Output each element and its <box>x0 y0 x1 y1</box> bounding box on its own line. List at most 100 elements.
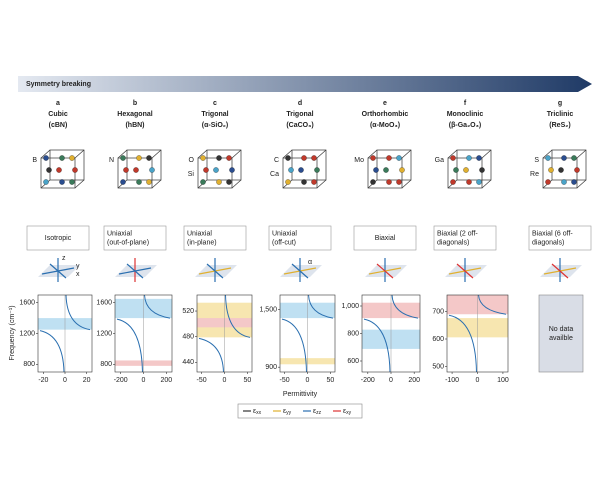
atom <box>229 167 235 173</box>
anisotropy-label: (off-cut) <box>272 239 296 246</box>
cell-edge <box>401 179 412 189</box>
icon-axis-label: z <box>62 255 66 262</box>
atom <box>311 155 317 161</box>
formula: (α-MoO₃) <box>370 122 400 129</box>
legend-label: εxy <box>343 408 352 416</box>
x-tick-label: 0 <box>63 377 67 384</box>
angle-label: α <box>308 259 312 266</box>
legend-label: εyy <box>283 408 292 416</box>
atom <box>56 167 62 173</box>
cell-edge <box>117 149 128 159</box>
y-tick-label: 700 <box>432 308 444 315</box>
no-data-label: availble <box>549 335 573 342</box>
atom <box>146 155 152 161</box>
atom <box>450 155 456 161</box>
x-tick-label: 0 <box>223 377 227 384</box>
atom-label: S <box>534 157 539 164</box>
atom <box>561 155 567 161</box>
panel-letter: b <box>133 100 137 107</box>
crystal-system: Monoclinic <box>447 111 484 118</box>
cell-edge <box>481 179 492 189</box>
y-tick-label: 520 <box>182 308 194 315</box>
atom <box>69 155 75 161</box>
atom <box>200 155 206 161</box>
y-tick-label: 800 <box>347 330 359 337</box>
legend-sub: xx <box>256 410 262 416</box>
panel-letter: g <box>558 100 562 107</box>
arrow-label: Symmetry breaking <box>26 81 91 88</box>
cell-front <box>447 157 483 189</box>
y-tick-label: 800 <box>100 361 112 368</box>
atom <box>226 179 232 185</box>
atom <box>373 167 379 173</box>
atom <box>298 167 304 173</box>
y-tick-label: 1200 <box>19 330 35 337</box>
no-data-box <box>538 294 584 373</box>
x-tick-label: -100 <box>445 377 459 384</box>
anisotropy-box <box>433 225 497 251</box>
atom <box>545 155 551 161</box>
x-tick-label: 0 <box>389 377 393 384</box>
x-tick-label: 100 <box>497 377 509 384</box>
atom <box>466 179 472 185</box>
atom <box>370 179 376 185</box>
atom <box>43 179 49 185</box>
response-curve <box>281 294 334 373</box>
atom <box>476 155 482 161</box>
cell-edge <box>576 149 587 159</box>
axis-y <box>456 263 474 279</box>
cell-front <box>117 157 153 189</box>
crystal-system: Orthorhombic <box>362 111 409 118</box>
anisotropy-label: Uniaxial <box>107 230 132 237</box>
y-tick-label: 600 <box>347 358 359 365</box>
legend-symbol: ε <box>283 408 286 415</box>
cell-edge <box>231 149 242 159</box>
atom <box>548 167 554 173</box>
atom <box>386 179 392 185</box>
atom <box>466 155 472 161</box>
cell-edge <box>542 149 553 159</box>
atom <box>226 155 232 161</box>
atom <box>463 167 469 173</box>
atom <box>69 179 75 185</box>
legend-symbol: ε <box>343 408 346 415</box>
panel-letter: e <box>383 100 387 107</box>
x-tick-label: 200 <box>408 377 420 384</box>
y-tick-label: 1600 <box>19 300 35 307</box>
cell-edge <box>367 149 378 159</box>
atom <box>476 179 482 185</box>
atom <box>571 179 577 185</box>
atom <box>571 155 577 161</box>
x-tick-label: 0 <box>142 377 146 384</box>
anisotropy-box <box>353 225 417 251</box>
x-tick-label: 200 <box>160 377 172 384</box>
atom <box>285 155 291 161</box>
cell-back <box>376 149 412 181</box>
atom <box>383 167 389 173</box>
legend-label: εxx <box>253 408 262 416</box>
x-tick-label: -20 <box>38 377 48 384</box>
atom <box>386 155 392 161</box>
response-curve <box>448 294 507 373</box>
cell-edge <box>576 179 587 189</box>
cell-back <box>456 149 492 181</box>
formula: (ReS₂) <box>549 122 570 129</box>
atom <box>216 155 222 161</box>
response-curve <box>116 294 171 373</box>
x-tick-label: 20 <box>83 377 91 384</box>
no-data-label: No data <box>549 326 574 333</box>
x-axis-label: Permittivity <box>283 391 318 398</box>
anisotropy-label: Biaxial <box>375 235 396 242</box>
x-tick-label: 0 <box>476 377 480 384</box>
formula: (cBN) <box>49 122 68 129</box>
legend-symbol: ε <box>253 408 256 415</box>
atom <box>545 179 551 185</box>
x-tick-label: -200 <box>114 377 128 384</box>
cell-front <box>282 157 318 189</box>
axis-y <box>376 263 394 279</box>
anisotropy-box <box>103 225 167 251</box>
cell-back <box>49 149 85 181</box>
atom <box>370 155 376 161</box>
legend-box <box>237 403 363 419</box>
formula: (β-Ga₂O₃) <box>449 122 481 129</box>
